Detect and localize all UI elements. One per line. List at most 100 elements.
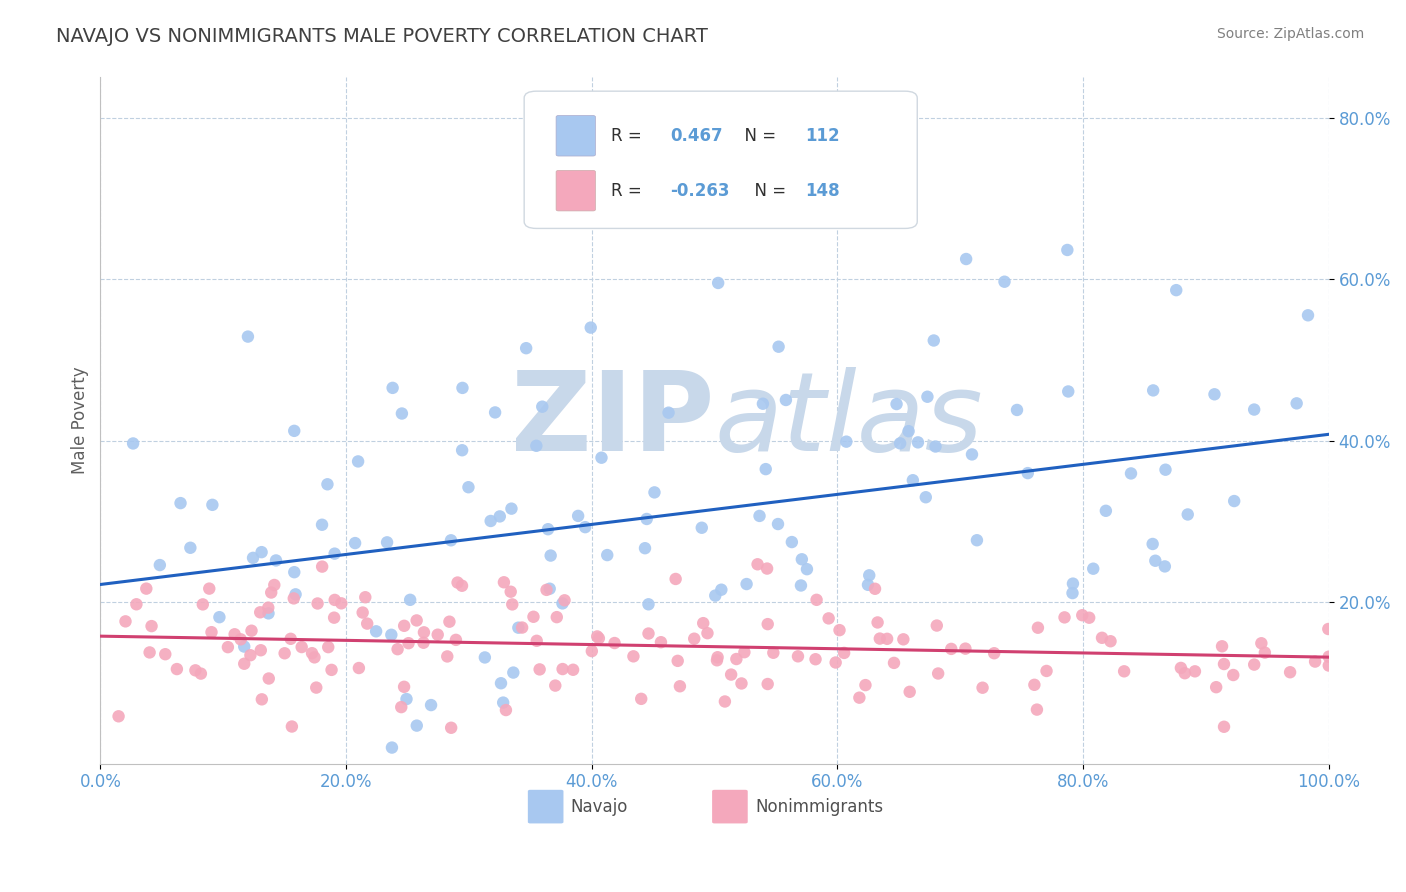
Point xyxy=(863,582,886,596)
Point xyxy=(135,582,157,596)
Point xyxy=(1114,665,1136,679)
Point xyxy=(413,625,436,640)
Point xyxy=(122,436,145,450)
Point xyxy=(138,645,160,659)
Point xyxy=(229,632,252,647)
Point xyxy=(1062,576,1084,591)
Point xyxy=(510,621,533,635)
Point xyxy=(551,662,574,676)
Point xyxy=(389,700,412,714)
Point xyxy=(536,582,558,597)
Text: R =: R = xyxy=(612,127,647,145)
Point xyxy=(304,650,326,665)
Point xyxy=(690,521,713,535)
Point xyxy=(710,582,733,597)
Point xyxy=(508,621,530,635)
Point xyxy=(755,462,778,476)
Text: Navajo: Navajo xyxy=(571,797,628,815)
Point xyxy=(321,663,343,677)
FancyBboxPatch shape xyxy=(557,170,595,211)
Point xyxy=(752,397,775,411)
Point xyxy=(1154,463,1177,477)
Point xyxy=(972,681,994,695)
Point xyxy=(1254,646,1277,660)
Point xyxy=(554,593,576,607)
Point xyxy=(352,606,374,620)
Point xyxy=(501,501,523,516)
Point xyxy=(488,509,510,524)
Point xyxy=(1243,402,1265,417)
Point xyxy=(537,522,560,536)
Point xyxy=(1184,665,1206,679)
Text: 112: 112 xyxy=(806,127,841,145)
Point xyxy=(650,635,672,649)
Point xyxy=(484,405,506,419)
Point xyxy=(1166,283,1188,297)
Point xyxy=(692,616,714,631)
Text: atlas: atlas xyxy=(714,368,983,474)
Point xyxy=(780,535,803,549)
Point xyxy=(1026,703,1049,717)
Point xyxy=(1091,631,1114,645)
Point xyxy=(1056,243,1078,257)
Point xyxy=(522,609,544,624)
Point xyxy=(540,549,562,563)
Point xyxy=(1017,466,1039,480)
Point xyxy=(395,692,418,706)
Text: NAVAJO VS NONIMMIGRANTS MALE POVERTY CORRELATION CHART: NAVAJO VS NONIMMIGRANTS MALE POVERTY COR… xyxy=(56,27,709,45)
Point xyxy=(191,598,214,612)
Point xyxy=(524,439,547,453)
Point xyxy=(444,632,467,647)
Point xyxy=(1153,559,1175,574)
Point xyxy=(704,589,727,603)
Point xyxy=(405,614,427,628)
Point xyxy=(347,661,370,675)
Point xyxy=(166,662,188,676)
Point xyxy=(311,559,333,574)
Point xyxy=(501,598,523,612)
Point xyxy=(1317,649,1340,664)
Point xyxy=(283,424,305,438)
Point xyxy=(323,610,346,624)
Point xyxy=(264,553,287,567)
Point xyxy=(1026,621,1049,635)
Point xyxy=(420,698,443,712)
Point xyxy=(966,533,988,548)
Point xyxy=(440,721,463,735)
Point xyxy=(250,692,273,706)
Point xyxy=(775,392,797,407)
Point xyxy=(1144,554,1167,568)
Point xyxy=(529,662,551,676)
Point xyxy=(817,611,839,625)
Point xyxy=(733,645,755,659)
Point xyxy=(323,547,346,561)
Point xyxy=(474,650,496,665)
Point xyxy=(392,619,415,633)
Point xyxy=(190,666,212,681)
Point xyxy=(735,577,758,591)
Point xyxy=(665,572,688,586)
Point xyxy=(1205,680,1227,694)
Point xyxy=(273,646,295,660)
Point xyxy=(637,626,659,640)
Point xyxy=(955,252,977,266)
Point xyxy=(630,691,652,706)
Point xyxy=(706,653,728,667)
Point xyxy=(696,626,718,640)
Point xyxy=(381,381,404,395)
Text: R =: R = xyxy=(612,182,647,200)
Point xyxy=(538,582,561,596)
Point xyxy=(451,443,474,458)
Point xyxy=(283,565,305,579)
Point xyxy=(897,424,920,438)
Point xyxy=(907,435,929,450)
Point xyxy=(405,718,427,732)
Point xyxy=(1005,403,1028,417)
Point xyxy=(366,624,388,639)
Point xyxy=(291,640,314,654)
Point xyxy=(643,485,665,500)
Point xyxy=(492,696,515,710)
Point xyxy=(492,575,515,590)
Text: ZIP: ZIP xyxy=(512,368,714,474)
Point xyxy=(567,508,589,523)
